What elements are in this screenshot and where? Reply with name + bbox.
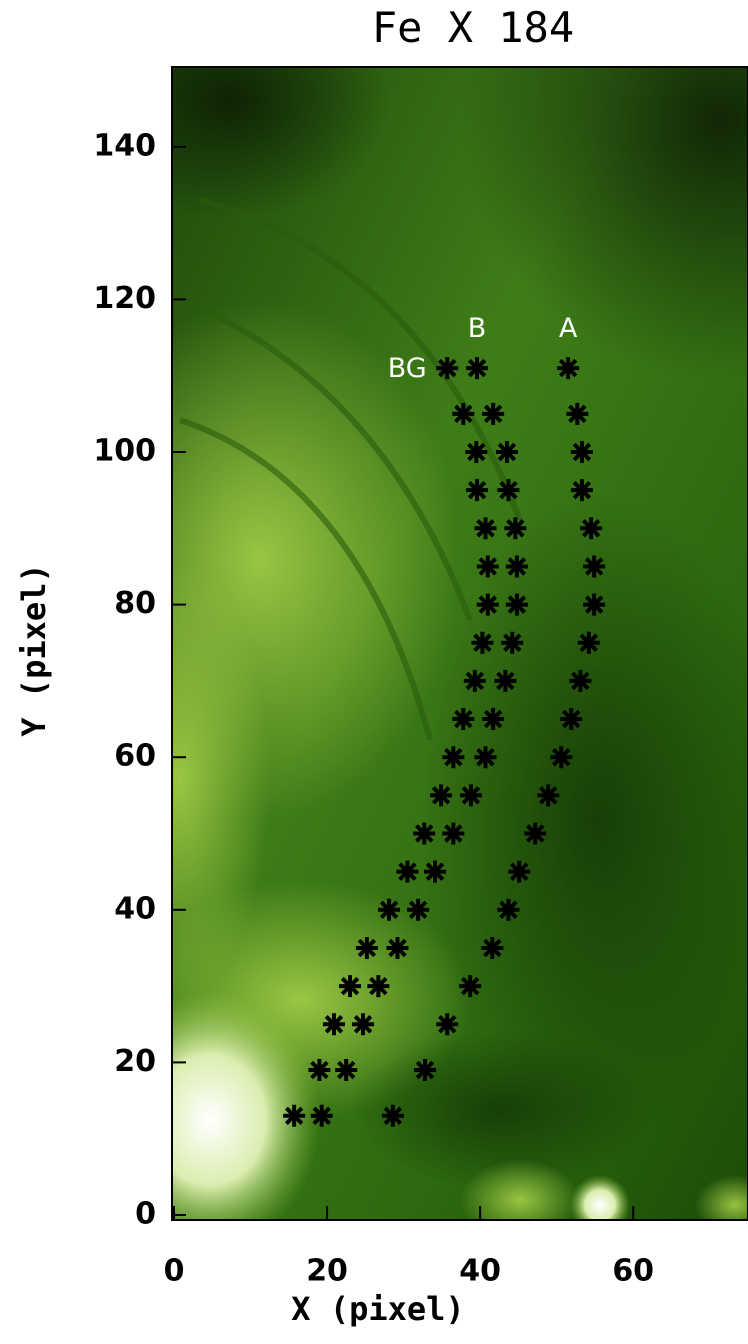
asterisk-marker bbox=[310, 1104, 333, 1127]
asterisk-marker bbox=[537, 784, 560, 807]
asterisk-marker bbox=[413, 822, 436, 845]
asterisk-marker bbox=[396, 860, 419, 883]
asterisk-marker bbox=[471, 631, 494, 654]
asterisk-marker bbox=[476, 555, 499, 578]
asterisk-marker bbox=[569, 669, 592, 692]
asterisk-marker bbox=[386, 936, 409, 959]
asterisk-marker bbox=[474, 746, 497, 769]
asterisk-marker bbox=[501, 631, 524, 654]
asterisk-marker bbox=[505, 555, 528, 578]
y-tick-label: 0 bbox=[135, 1197, 156, 1232]
asterisk-marker bbox=[570, 479, 593, 502]
y-tick-label: 140 bbox=[93, 128, 156, 163]
asterisk-marker bbox=[550, 746, 573, 769]
x-tick-label: 0 bbox=[164, 1254, 185, 1289]
x-tick-label: 40 bbox=[459, 1254, 501, 1289]
asterisk-marker bbox=[452, 708, 475, 731]
asterisk-marker bbox=[459, 784, 482, 807]
asterisk-marker bbox=[452, 402, 475, 425]
asterisk-marker bbox=[430, 784, 453, 807]
asterisk-marker bbox=[482, 708, 505, 731]
asterisk-marker bbox=[497, 479, 520, 502]
asterisk-marker bbox=[524, 822, 547, 845]
asterisk-marker bbox=[355, 936, 378, 959]
asterisk-marker bbox=[560, 708, 583, 731]
asterisk-marker bbox=[465, 441, 488, 463]
series-label: A bbox=[559, 313, 578, 344]
asterisk-marker bbox=[557, 357, 580, 380]
y-tick-label: 100 bbox=[93, 434, 156, 469]
y-tick-label: 120 bbox=[93, 281, 156, 316]
asterisk-marker bbox=[495, 441, 518, 463]
asterisk-marker bbox=[378, 898, 401, 921]
asterisk-marker bbox=[322, 1013, 345, 1036]
series-label: BG bbox=[388, 353, 427, 384]
asterisk-marker bbox=[414, 1059, 437, 1082]
y-tick-label: 20 bbox=[114, 1044, 156, 1079]
asterisk-marker bbox=[459, 975, 482, 998]
y-axis-label: Y (pixel) bbox=[15, 563, 53, 736]
asterisk-marker bbox=[308, 1059, 331, 1082]
asterisk-marker bbox=[367, 975, 390, 998]
asterisk-marker bbox=[466, 479, 489, 502]
asterisk-marker bbox=[508, 860, 531, 883]
asterisk-marker bbox=[570, 441, 593, 463]
asterisk-marker bbox=[283, 1104, 306, 1127]
chart-title: Fe X 184 bbox=[372, 3, 574, 52]
y-tick-label: 60 bbox=[114, 739, 156, 774]
asterisk-marker bbox=[505, 593, 528, 616]
asterisk-marker bbox=[474, 517, 497, 540]
x-tick-label: 60 bbox=[612, 1254, 654, 1289]
asterisk-marker bbox=[481, 936, 504, 959]
asterisk-marker bbox=[583, 593, 606, 616]
asterisk-marker bbox=[352, 1013, 375, 1036]
asterisk-marker bbox=[436, 357, 459, 380]
asterisk-marker bbox=[423, 860, 446, 883]
y-tick-label: 80 bbox=[114, 586, 156, 621]
plot-frame bbox=[171, 66, 748, 1221]
asterisk-marker bbox=[407, 898, 430, 921]
asterisk-marker bbox=[482, 402, 505, 425]
asterisk-marker bbox=[494, 669, 517, 692]
asterisk-marker bbox=[580, 517, 603, 540]
asterisk-marker bbox=[339, 975, 362, 998]
asterisk-marker bbox=[504, 517, 527, 540]
asterisk-marker bbox=[466, 357, 489, 380]
x-axis-label: X (pixel) bbox=[291, 1290, 464, 1328]
asterisk-marker bbox=[436, 1013, 459, 1036]
asterisk-marker bbox=[335, 1059, 358, 1082]
asterisk-marker bbox=[566, 402, 589, 425]
asterisk-marker bbox=[583, 555, 606, 578]
x-tick-label: 20 bbox=[306, 1254, 348, 1289]
asterisk-marker bbox=[476, 593, 499, 616]
asterisk-marker bbox=[381, 1104, 404, 1127]
asterisk-marker bbox=[442, 822, 465, 845]
solar-image bbox=[172, 67, 748, 1220]
series-label: B bbox=[468, 313, 487, 344]
asterisk-marker bbox=[442, 746, 465, 769]
y-tick-label: 40 bbox=[114, 891, 156, 926]
asterisk-marker bbox=[463, 669, 486, 692]
asterisk-marker bbox=[497, 898, 520, 921]
asterisk-marker bbox=[577, 631, 600, 654]
